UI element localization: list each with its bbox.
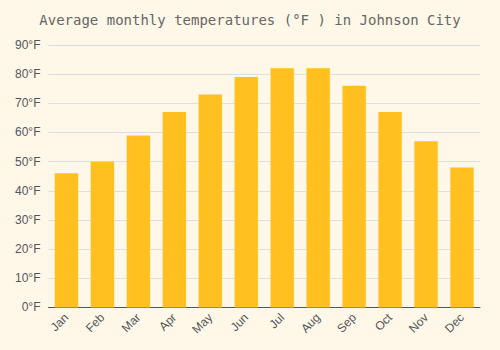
svg-text:Jul: Jul xyxy=(266,311,287,332)
svg-text:90°F: 90°F xyxy=(15,38,40,52)
svg-text:Mar: Mar xyxy=(119,311,144,335)
svg-text:Nov: Nov xyxy=(406,311,431,336)
svg-text:10°F: 10°F xyxy=(15,271,40,285)
svg-text:Average monthly temperatures (: Average monthly temperatures (°F ) in Jo… xyxy=(39,12,460,28)
svg-text:Feb: Feb xyxy=(83,310,108,335)
svg-text:Jan: Jan xyxy=(48,311,72,335)
svg-text:Aug: Aug xyxy=(298,311,323,336)
svg-text:20°F: 20°F xyxy=(15,242,40,256)
svg-text:40°F: 40°F xyxy=(15,184,40,198)
svg-text:30°F: 30°F xyxy=(15,213,40,227)
svg-text:May: May xyxy=(189,311,215,337)
svg-text:0°F: 0°F xyxy=(22,300,41,314)
svg-text:Dec: Dec xyxy=(442,311,467,336)
svg-text:Oct: Oct xyxy=(372,310,396,334)
svg-text:Sep: Sep xyxy=(334,310,359,335)
svg-text:Apr: Apr xyxy=(156,311,179,334)
svg-text:50°F: 50°F xyxy=(15,155,40,169)
svg-text:80°F: 80°F xyxy=(15,67,40,81)
svg-text:60°F: 60°F xyxy=(15,125,40,139)
svg-text:Jun: Jun xyxy=(228,311,252,335)
svg-text:70°F: 70°F xyxy=(15,96,40,110)
